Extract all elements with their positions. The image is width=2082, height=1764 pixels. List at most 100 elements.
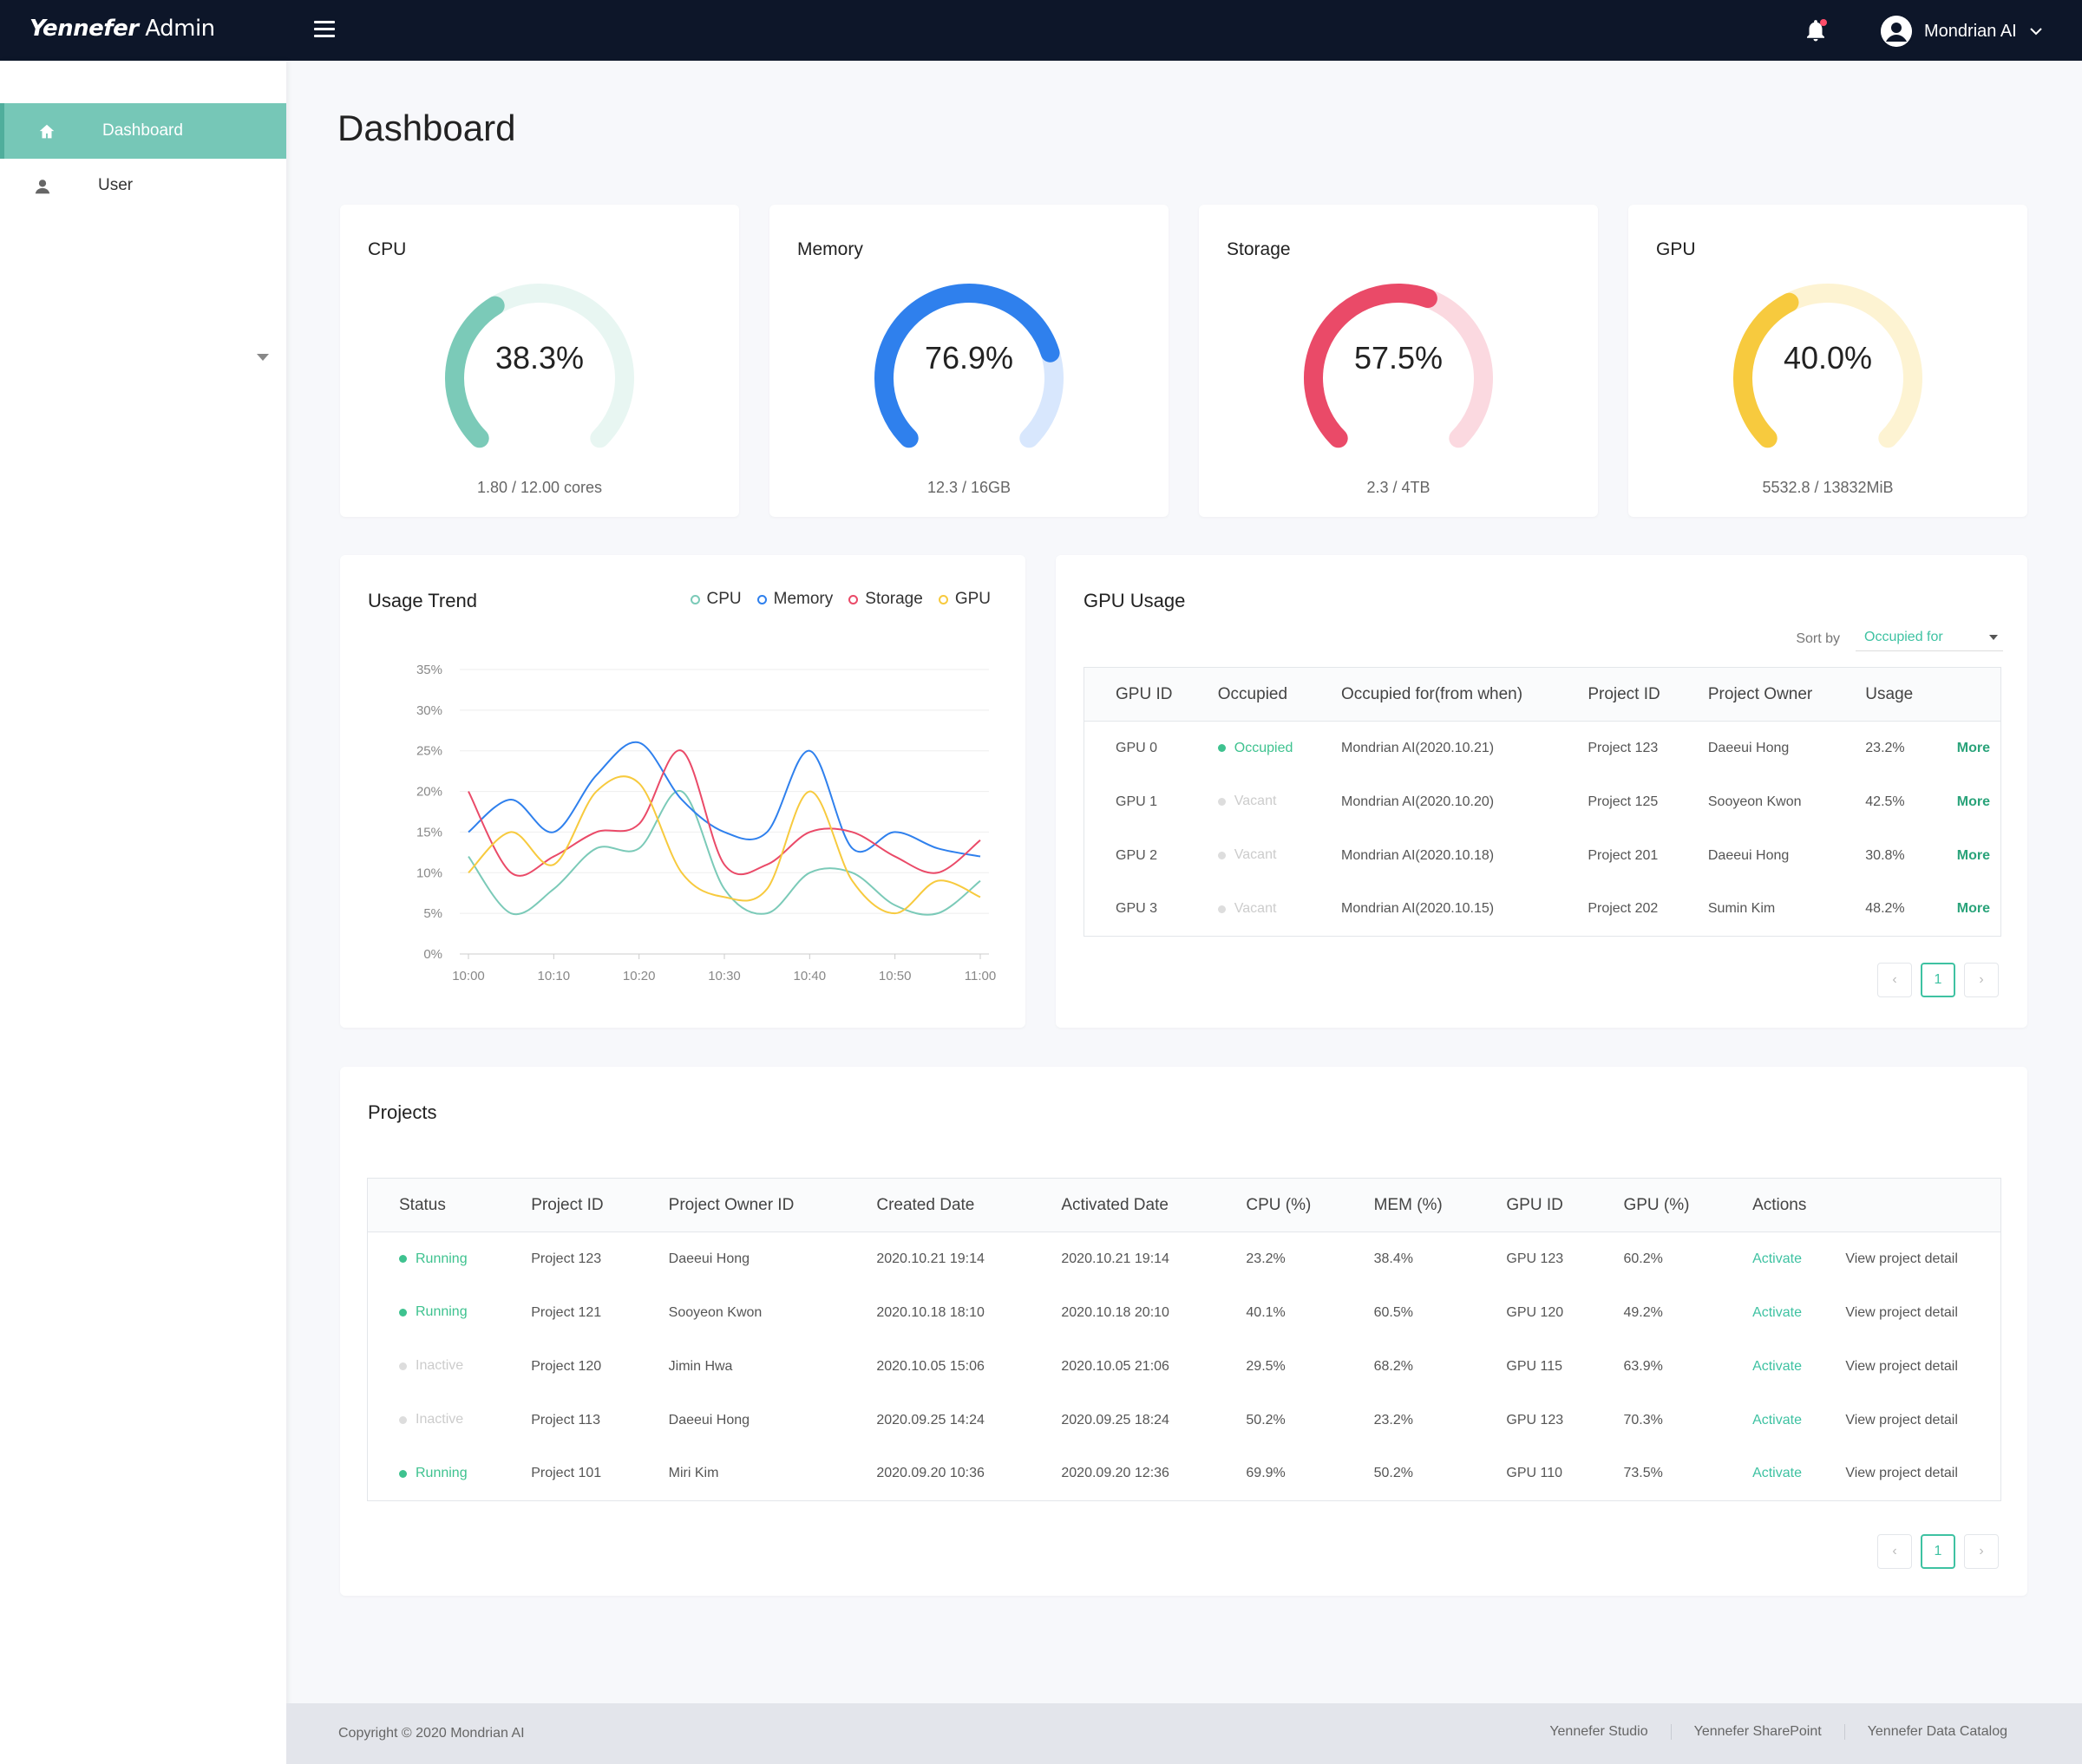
usage-value: 48.2%: [1865, 901, 1905, 917]
sort-select[interactable]: Occupied for: [1856, 626, 2003, 651]
status-dot: [399, 1308, 407, 1316]
project-owner-id: Daeeui Hong: [668, 1412, 750, 1428]
gpu-id: GPU 2: [1116, 847, 1158, 863]
gpu-percent: 70.3%: [1623, 1412, 1663, 1428]
gpu-percent: 60.2%: [1623, 1251, 1663, 1266]
occupied-status: Occupied: [1187, 722, 1310, 775]
cpu-percent: 23.2%: [1246, 1251, 1286, 1266]
y-tick-label: 20%: [416, 785, 442, 800]
view-project-detail-link[interactable]: View project detail: [1845, 1358, 1958, 1374]
next-page-button[interactable]: ›: [1964, 963, 1999, 997]
prev-page-button[interactable]: ‹: [1877, 963, 1912, 997]
legend-marker: [756, 594, 767, 604]
gauge-title: Memory: [797, 239, 863, 259]
gauge-card-gpu: GPU 40.0% 5532.8 / 13832MiB: [1628, 205, 2027, 517]
next-page-button[interactable]: ›: [1964, 1534, 1999, 1569]
mem-percent: 68.2%: [1373, 1358, 1413, 1374]
y-tick-label: 10%: [416, 866, 442, 880]
project-id: Project 201: [1588, 847, 1659, 863]
legend-item-memory[interactable]: Memory: [756, 590, 833, 609]
activate-link[interactable]: Activate: [1752, 1358, 1802, 1374]
page-1-button[interactable]: 1: [1921, 1534, 1955, 1569]
gpu-percent: 73.5%: [1623, 1466, 1663, 1481]
gauge-percent: 38.3%: [494, 340, 585, 376]
gpu-id: GPU 123: [1506, 1251, 1564, 1266]
sidebar: Dashboard User: [0, 61, 286, 1764]
project-id: Project 113: [531, 1412, 600, 1428]
status-dot: [399, 1362, 407, 1370]
cpu-percent: 29.5%: [1246, 1358, 1286, 1374]
mem-percent: 50.2%: [1373, 1466, 1413, 1481]
footer-link-studio[interactable]: Yennefer Studio: [1549, 1724, 1648, 1739]
more-link[interactable]: More: [1956, 847, 1990, 863]
y-tick-label: 5%: [423, 906, 442, 921]
cpu-percent: 40.1%: [1246, 1304, 1286, 1320]
user-name: Mondrian AI: [1924, 21, 2017, 41]
status-dot: [399, 1255, 407, 1263]
gauge-subtext: 2.3 / 4TB: [1366, 479, 1431, 496]
gauge-value-arc: [1733, 292, 1799, 448]
view-project-detail-link[interactable]: View project detail: [1845, 1251, 1958, 1266]
more-link[interactable]: More: [1956, 901, 1990, 917]
app-logo[interactable]: Yennefer Admin: [29, 16, 215, 42]
activate-link[interactable]: Activate: [1752, 1304, 1802, 1320]
footer-link-sharepoint[interactable]: Yennefer SharePoint: [1670, 1724, 1844, 1740]
bell-icon[interactable]: [1803, 17, 1829, 43]
more-link[interactable]: More: [1956, 740, 1990, 755]
usage-value: 30.8%: [1865, 847, 1905, 863]
status-dot: [399, 1415, 407, 1424]
activate-link[interactable]: Activate: [1752, 1412, 1802, 1428]
status-dot: [1217, 851, 1226, 859]
view-project-detail-link[interactable]: View project detail: [1845, 1304, 1958, 1320]
gpu-pagination: ‹ 1 ›: [1877, 963, 1999, 997]
x-tick-label: 10:10: [538, 969, 571, 983]
activated-date: 2020.10.21 19:14: [1061, 1251, 1169, 1266]
sidebar-item-user[interactable]: User: [0, 158, 286, 213]
usage-trend-card: Usage Trend CPU Memory Storage GPU 0% 5% 10% 1…: [340, 555, 1025, 1028]
sidebar-item-dashboard[interactable]: Dashboard: [0, 103, 286, 159]
legend-item-storage[interactable]: Storage: [848, 590, 923, 609]
usage-trend-chart: 0% 5% 10% 15% 20% 25% 30% 35% 10:00 10:10 10:20 10:…: [416, 663, 996, 983]
gauge-value-arc: [445, 296, 505, 448]
activated-date: 2020.10.18 20:10: [1061, 1304, 1169, 1320]
gpu-id: GPU 110: [1506, 1466, 1563, 1481]
top-bar: Yennefer Admin Mondrian AI: [0, 0, 2082, 61]
gpu-percent: 49.2%: [1623, 1304, 1663, 1320]
y-tick-label: 0%: [423, 947, 442, 962]
created-date: 2020.09.25 14:24: [876, 1412, 985, 1428]
footer-links: Yennefer Studio Yennefer SharePoint Yenn…: [1527, 1724, 2030, 1740]
prev-page-button[interactable]: ‹: [1877, 1534, 1912, 1569]
footer-link-data-catalog[interactable]: Yennefer Data Catalog: [1843, 1724, 2030, 1740]
project-owner: Daeeui Hong: [1707, 740, 1790, 755]
column-header: Activated Date: [1030, 1178, 1215, 1232]
menu-icon[interactable]: [314, 21, 335, 38]
gauge-title: GPU: [1656, 239, 1696, 259]
user-menu[interactable]: Mondrian AI: [1881, 14, 2043, 49]
page-1-button[interactable]: 1: [1921, 963, 1955, 997]
gauge-card-memory: Memory 76.9% 12.3 / 16GB: [769, 205, 1169, 517]
gauge-percent: 40.0%: [1783, 340, 1873, 376]
project-owner: Sooyeon Kwon: [1707, 794, 1802, 809]
gpu-percent: 63.9%: [1623, 1358, 1663, 1374]
table-row: Running Project 123 Daeeui Hong 2020.10.21 …: [368, 1232, 2001, 1286]
occupied-since: Mondrian AI(2020.10.20): [1341, 794, 1495, 809]
legend-item-gpu[interactable]: GPU: [938, 590, 991, 609]
legend-label: CPU: [706, 590, 742, 608]
table-row: GPU 3 Vacant Mondrian AI(2020.10.15) Projec…: [1084, 883, 2001, 937]
gauge-ring: [445, 284, 634, 448]
gauge-title: CPU: [368, 239, 407, 259]
occupied-since: Mondrian AI(2020.10.15): [1341, 901, 1495, 917]
cpu-percent: 50.2%: [1246, 1412, 1286, 1428]
project-id: Project 123: [531, 1251, 602, 1266]
sidebar-collapse-caret-icon[interactable]: [257, 354, 269, 361]
legend-item-cpu[interactable]: CPU: [690, 590, 742, 609]
view-project-detail-link[interactable]: View project detail: [1845, 1466, 1958, 1481]
more-link[interactable]: More: [1956, 794, 1990, 809]
activate-link[interactable]: Activate: [1752, 1251, 1802, 1266]
column-header: Project Owner ID: [637, 1178, 846, 1232]
activate-link[interactable]: Activate: [1752, 1466, 1802, 1481]
column-header: Project Owner: [1676, 667, 1835, 722]
view-project-detail-link[interactable]: View project detail: [1845, 1412, 1958, 1428]
column-header: GPU ID: [1475, 1178, 1593, 1232]
usage-trend-title: Usage Trend: [368, 590, 477, 611]
